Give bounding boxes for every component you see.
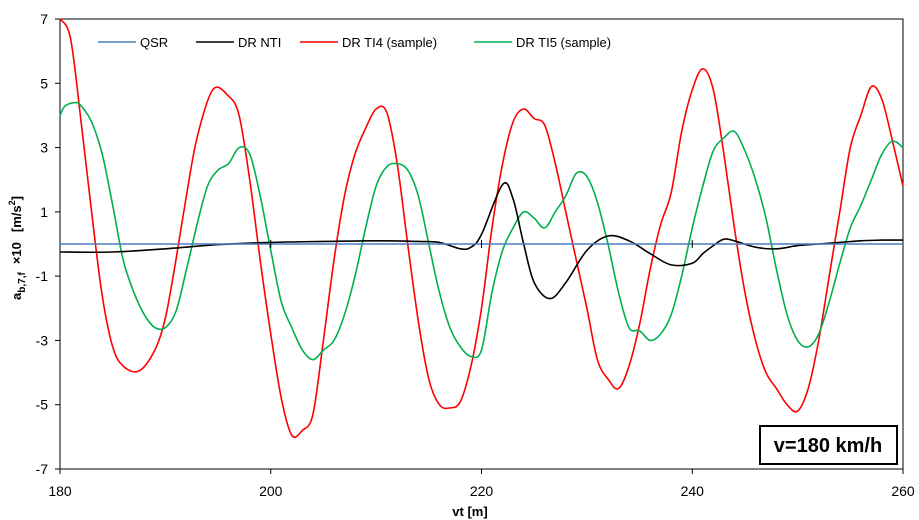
y-tick-label: -5 [36,397,49,413]
y-axis-title-unit-sup: 2 [7,200,17,205]
x-axis-ticks: 180 200 220 240 260 [48,469,915,499]
x-tick-label: 260 [891,483,915,499]
series-line-dr-ti5-sample [59,101,904,361]
y-tick-label: 1 [40,204,48,220]
series-line-dr-nti [59,182,904,300]
legend-label-dr-ti5-sample: DR TI5 (sample) [516,35,611,50]
series-line-dr-ti4-sample [59,18,904,439]
y-tick-label: -7 [36,461,49,477]
y-axis-title-factor: ×10 [9,242,24,264]
y-axis-title-subscript: b,7,f [17,272,28,293]
y-axis-title-base: a [9,292,24,300]
y-tick-label: 3 [40,140,48,156]
x-tick-label: 220 [470,483,494,499]
y-axis-title-unit-open: [m/s [9,205,24,232]
speed-annotation-box [759,425,898,465]
x-tick-label: 180 [48,483,72,499]
y-axis-ticks: 7 5 3 1 -1 -3 -5 -7 [36,11,60,477]
speed-annotation: v=180 km/h [759,425,898,465]
y-tick-label: 5 [40,75,48,91]
x-axis-title: vt [m] [452,504,487,519]
legend-label-dr-ti4-sample: DR TI4 (sample) [342,35,437,50]
series-layer [59,18,904,439]
x-tick-label: 240 [681,483,705,499]
x-tick-label: 200 [259,483,283,499]
speed-annotation-text: v=180 km/h [774,435,882,457]
y-tick-label: -3 [36,332,49,348]
legend: QSR DR NTI DR TI4 (sample) DR TI5 (sample) [98,35,611,50]
legend-label-qsr: QSR [140,35,168,50]
legend-label-dr-nti: DR NTI [238,35,281,50]
y-tick-label: -1 [36,268,49,284]
y-axis-title: ab,7,f ×10 [m/s2] [7,196,28,300]
y-axis-title-unit-close: ] [9,196,24,200]
y-tick-label: 7 [40,11,48,27]
